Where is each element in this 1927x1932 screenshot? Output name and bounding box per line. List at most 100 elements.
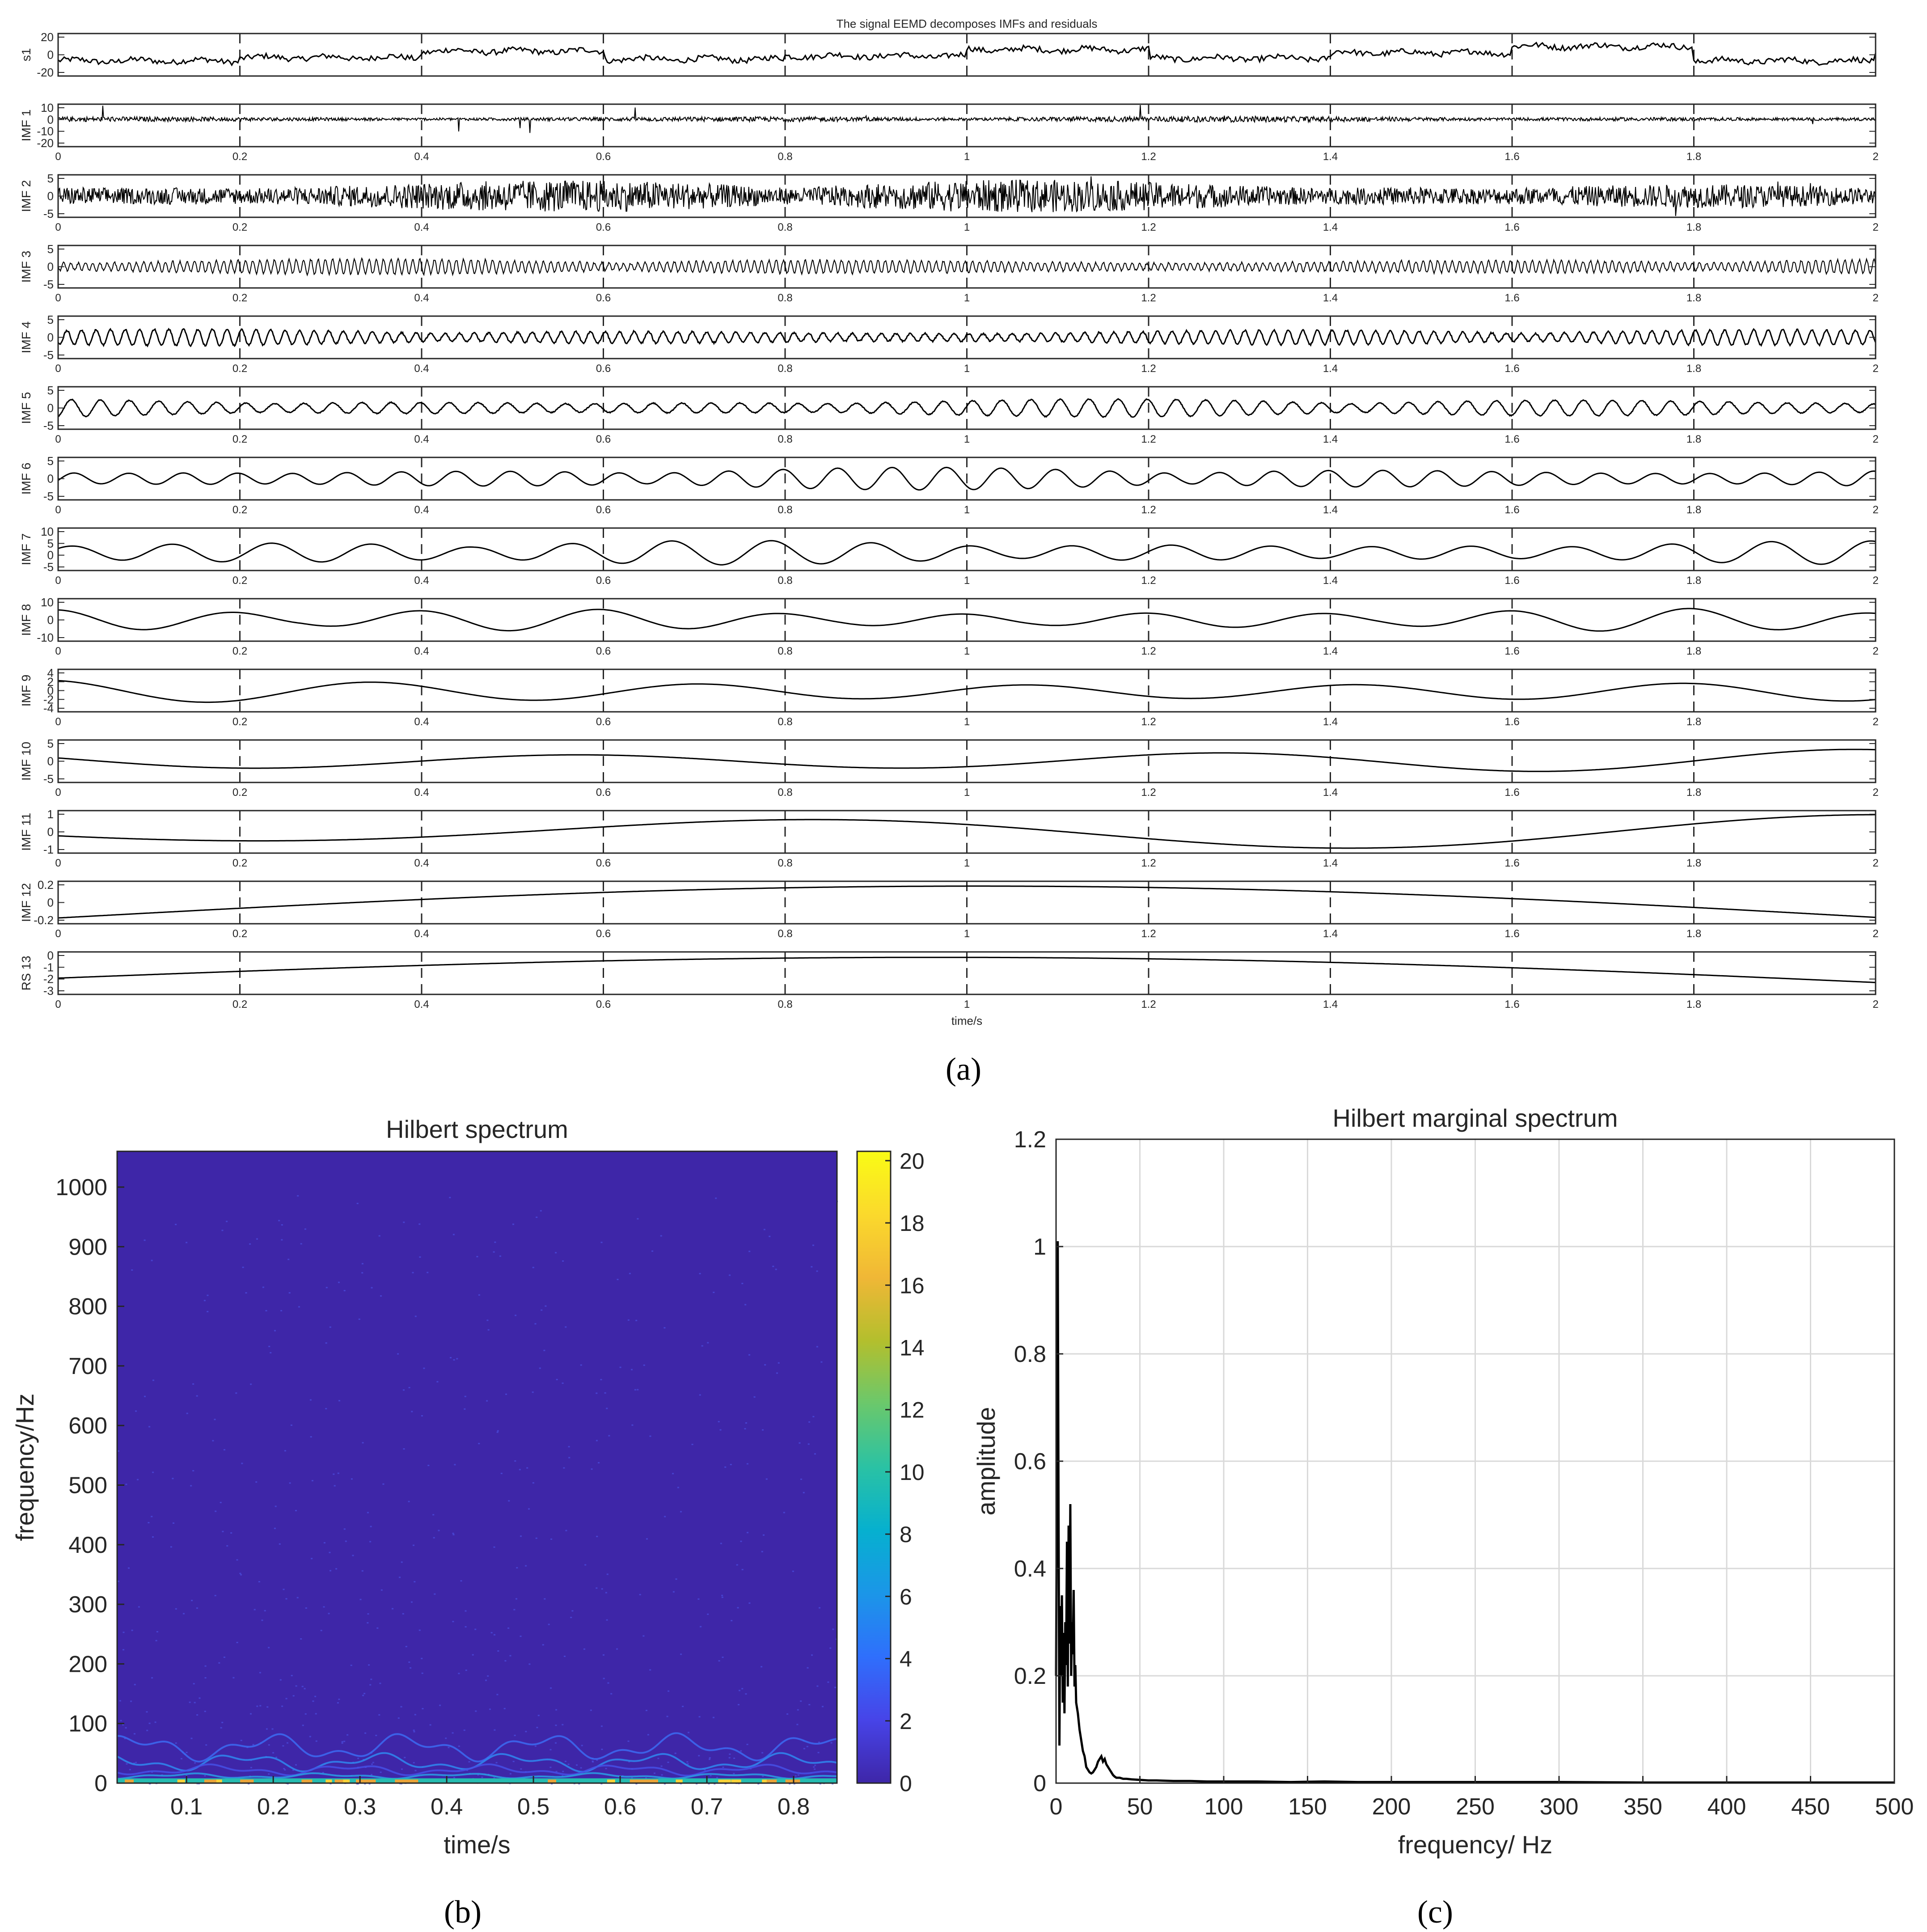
y-tick-label: 5 xyxy=(47,537,54,550)
x-tick-label: 0.6 xyxy=(596,221,611,233)
marginal-ylabel: amplitude xyxy=(972,1407,1000,1516)
heatmap-speck xyxy=(203,1300,206,1302)
x-tick-label: 0.8 xyxy=(778,786,792,799)
heatmap-speck xyxy=(135,1410,137,1412)
signal-line xyxy=(58,748,1876,772)
y-tick-label: -2 xyxy=(43,693,54,706)
heatmap-speck xyxy=(397,1717,400,1719)
heatmap-speck xyxy=(606,1408,608,1409)
heatmap-speck xyxy=(555,1725,557,1726)
x-tick-label: 500 xyxy=(1875,1794,1914,1820)
heatmap-speck xyxy=(746,1744,748,1745)
heatmap-speck xyxy=(421,1415,423,1416)
heatmap-speck xyxy=(617,1279,619,1281)
subplot-s1: 20 0 -20 s1 xyxy=(19,30,1876,79)
heatmap-speck xyxy=(832,1628,834,1630)
heatmap-speck xyxy=(151,1516,153,1518)
heatmap-speck xyxy=(532,1482,534,1484)
colorbar-tick-label: 20 xyxy=(900,1149,925,1174)
heatmap-speck xyxy=(513,1609,516,1611)
heatmap-speck xyxy=(514,1734,516,1736)
heatmap-speck xyxy=(401,1561,403,1563)
heatmap-hotspot xyxy=(204,1780,216,1783)
heatmap-speck xyxy=(334,1485,336,1487)
heatmap-speck xyxy=(173,1522,174,1524)
subplot-label: IMF 2 xyxy=(19,180,33,212)
heatmap-speck xyxy=(634,1389,636,1391)
x-tick-label: 0.8 xyxy=(778,363,792,375)
x-tick-label: 1.6 xyxy=(1504,857,1519,869)
y-tick-label: 300 xyxy=(68,1592,107,1618)
heatmap-speck xyxy=(343,1741,346,1742)
heatmap-speck xyxy=(245,1292,247,1294)
heatmap-hotspot xyxy=(403,1780,418,1783)
heatmap-speck xyxy=(309,1736,311,1738)
heatmap-speck xyxy=(740,1750,742,1752)
heatmap-speck xyxy=(596,1440,598,1442)
heatmap-speck xyxy=(800,1700,802,1702)
heatmap-speck xyxy=(822,1706,824,1708)
x-tick-label: 1.6 xyxy=(1504,151,1519,163)
heatmap-speck xyxy=(422,1708,424,1709)
heatmap-speck xyxy=(274,1330,276,1332)
heatmap-speck xyxy=(337,1472,339,1474)
heatmap-speck xyxy=(356,1203,359,1205)
y-tick-label: 700 xyxy=(68,1353,107,1379)
heatmap-speck xyxy=(175,1224,177,1226)
y-tick-label: -1 xyxy=(43,843,54,856)
heatmap-speck xyxy=(134,1733,135,1735)
heatmap-speck xyxy=(285,1598,287,1600)
heatmap-speck xyxy=(357,1758,359,1759)
hilbert-marginal-panel: Hilbert marginal spectrum 0 0.2 0.4 0.6 0.8 1 1… xyxy=(972,1104,1914,1859)
heatmap-speck xyxy=(709,1759,710,1760)
heatmap-speck xyxy=(314,1695,317,1697)
heatmap-speck xyxy=(413,1729,415,1731)
heatmap-speck xyxy=(478,1294,480,1296)
heatmap-speck xyxy=(371,1774,372,1776)
heatmap-speck xyxy=(639,1594,641,1595)
heatmap-speck xyxy=(466,1769,468,1771)
heatmap-speck xyxy=(194,1762,196,1764)
x-tick-label: 1 xyxy=(964,857,970,869)
heatmap-speck xyxy=(556,1378,558,1380)
heatmap-speck xyxy=(392,1608,393,1610)
heatmap-speck xyxy=(186,1242,188,1243)
heatmap-speck xyxy=(729,1753,731,1755)
heatmap-speck xyxy=(452,1621,454,1623)
y-tick-label: 900 xyxy=(68,1234,107,1260)
heatmap-speck xyxy=(378,1235,380,1237)
heatmap-speck xyxy=(631,1777,633,1779)
heatmap-speck xyxy=(338,1699,340,1700)
heatmap-speck xyxy=(536,1727,538,1729)
y-tick-label: 400 xyxy=(68,1532,107,1558)
x-tick-label: 1.2 xyxy=(1141,857,1156,869)
heatmap-speck xyxy=(218,1662,220,1664)
heatmap-hotspot xyxy=(213,1780,222,1783)
colorbar-tick-label: 12 xyxy=(900,1398,925,1423)
y-tick-label: 100 xyxy=(68,1711,107,1737)
heatmap-speck xyxy=(584,1564,587,1566)
heatmap-hotspot xyxy=(646,1780,659,1783)
subplot-label: IMF 5 xyxy=(19,392,33,424)
x-tick-label: 100 xyxy=(1204,1794,1243,1820)
x-tick-label: 200 xyxy=(1372,1794,1411,1820)
heatmap-speck xyxy=(376,1627,379,1629)
heatmap-speck xyxy=(183,1613,185,1615)
heatmap-baseband xyxy=(117,1778,837,1783)
heatmap-speck xyxy=(737,1607,739,1609)
y-tick-label: -5 xyxy=(43,348,54,362)
heatmap-hotspot xyxy=(676,1780,683,1783)
heatmap-speck xyxy=(762,1429,764,1431)
heatmap-speck xyxy=(309,1399,312,1401)
heatmap-speck xyxy=(271,1728,274,1730)
heatmap-speck xyxy=(629,1272,631,1274)
heatmap-speck xyxy=(266,1706,269,1708)
subplot-label: s1 xyxy=(19,48,33,62)
y-tick-label: -5 xyxy=(43,560,54,574)
colorbar-tick-label: 8 xyxy=(900,1522,912,1547)
heatmap-speck xyxy=(637,1389,639,1391)
heatmap-speck xyxy=(540,1210,542,1212)
panel-label-b: (b) xyxy=(444,1894,482,1930)
heatmap-speck xyxy=(691,1444,693,1445)
